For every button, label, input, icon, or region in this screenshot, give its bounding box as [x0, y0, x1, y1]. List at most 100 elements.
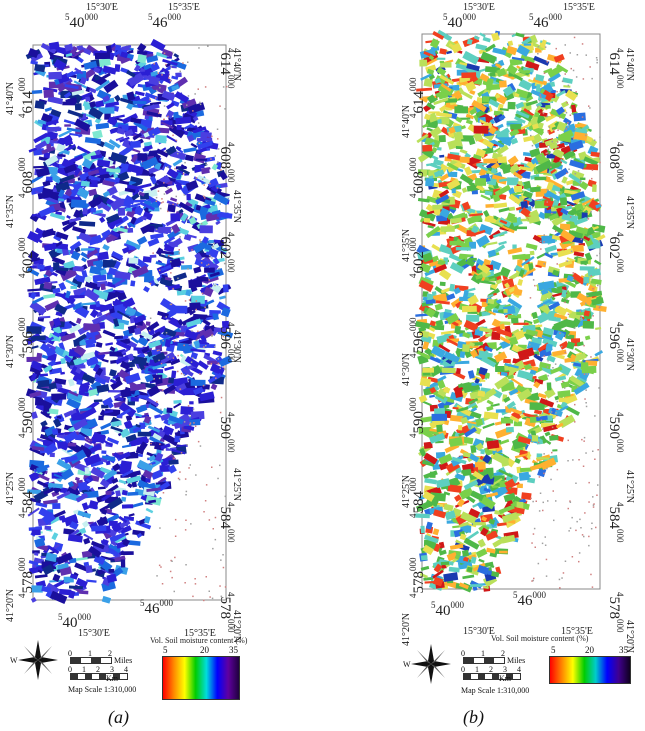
field-parcel — [574, 123, 583, 128]
speckle — [575, 482, 577, 484]
field-parcel — [173, 399, 182, 404]
field-parcel — [545, 190, 561, 202]
field-parcel — [72, 302, 84, 311]
field-parcel — [459, 148, 468, 155]
field-parcel — [143, 415, 152, 424]
field-parcel — [119, 525, 132, 534]
field-parcel — [26, 356, 42, 363]
field-parcel — [44, 106, 53, 113]
field-parcel — [90, 540, 105, 550]
field-parcel — [31, 296, 45, 305]
field-parcel — [87, 169, 100, 176]
speckle — [194, 578, 196, 580]
field-parcel — [424, 477, 437, 485]
field-parcel — [116, 127, 126, 135]
field-parcel — [511, 73, 523, 82]
field-parcel — [120, 559, 126, 568]
speckle — [533, 527, 536, 530]
field-parcel — [520, 207, 531, 218]
field-parcel — [219, 170, 228, 181]
field-parcel — [60, 358, 66, 364]
field-parcel — [510, 137, 519, 145]
speckle — [539, 240, 542, 243]
field-parcel — [499, 335, 511, 344]
speckle — [596, 494, 598, 496]
field-parcel — [583, 276, 590, 284]
speckle — [564, 560, 567, 562]
field-parcel — [452, 525, 460, 529]
speckle — [184, 529, 187, 531]
field-parcel — [57, 138, 66, 146]
field-parcel — [570, 191, 586, 201]
speckle — [580, 315, 582, 317]
speckle — [558, 578, 561, 581]
field-parcel — [534, 176, 547, 181]
speckle — [197, 330, 199, 333]
speckle — [588, 544, 590, 547]
field-parcel — [184, 328, 199, 341]
field-parcel — [548, 213, 559, 221]
speckle — [179, 471, 181, 473]
field-parcel — [507, 177, 519, 186]
speckle — [579, 518, 581, 521]
speckle — [556, 90, 558, 93]
speckle — [543, 304, 545, 306]
speckle — [158, 377, 161, 380]
speckle — [158, 359, 160, 362]
speckle — [556, 468, 559, 471]
ramp-tick-5: 5 — [163, 645, 168, 655]
speckle — [531, 580, 533, 582]
field-parcel — [422, 144, 433, 152]
speckle — [583, 436, 586, 439]
field-parcel — [420, 72, 434, 81]
field-parcel — [443, 491, 451, 496]
speckle — [200, 152, 203, 155]
speckle — [199, 101, 201, 104]
field-parcel — [38, 315, 51, 319]
field-parcel — [126, 91, 136, 102]
speckle — [177, 370, 179, 373]
soil-moisture-field-layer-b — [415, 29, 607, 593]
speckle — [582, 465, 585, 467]
field-parcel — [147, 126, 161, 138]
field-parcel — [186, 364, 195, 371]
field-parcel — [113, 260, 121, 270]
field-parcel — [472, 131, 483, 142]
field-parcel — [429, 162, 442, 170]
field-parcel — [503, 492, 516, 503]
field-parcel — [54, 377, 67, 385]
speckle — [593, 139, 596, 141]
field-parcel — [77, 510, 92, 519]
speckle — [585, 134, 587, 137]
field-parcel — [514, 453, 529, 459]
field-parcel — [420, 525, 425, 534]
speckle — [595, 57, 598, 59]
field-parcel — [510, 123, 522, 130]
field-parcel — [122, 538, 131, 547]
field-parcel — [495, 63, 503, 69]
field-parcel — [142, 256, 152, 263]
field-parcel — [542, 195, 552, 202]
field-parcel — [574, 202, 584, 211]
field-parcel — [74, 556, 89, 562]
speckle — [168, 77, 170, 79]
field-parcel — [150, 38, 166, 52]
field-parcel — [505, 423, 511, 426]
field-parcel — [48, 382, 57, 390]
field-parcel — [26, 326, 42, 335]
field-parcel — [107, 389, 124, 393]
field-parcel — [98, 57, 112, 68]
field-parcel — [448, 126, 456, 134]
field-parcel — [460, 524, 472, 533]
field-parcel — [147, 385, 161, 397]
speckle — [199, 103, 202, 106]
field-parcel — [498, 80, 507, 88]
speckle — [569, 52, 571, 54]
field-parcel — [113, 303, 125, 313]
field-parcel — [50, 281, 58, 284]
speckle — [150, 442, 152, 445]
field-parcel — [139, 422, 146, 429]
speckle — [546, 152, 549, 154]
field-parcel — [55, 181, 71, 193]
speckle — [218, 268, 220, 270]
